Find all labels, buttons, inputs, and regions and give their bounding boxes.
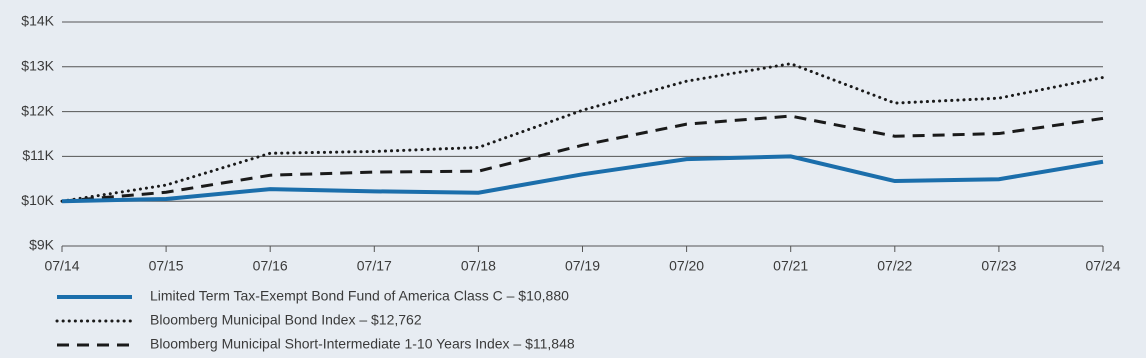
x-tick-label: 07/17 bbox=[357, 258, 392, 274]
x-tick-label: 07/22 bbox=[877, 258, 912, 274]
legend-label: Bloomberg Municipal Bond Index – $12,762 bbox=[150, 312, 422, 328]
x-tick-label: 07/14 bbox=[44, 258, 79, 274]
series-line bbox=[60, 62, 1105, 203]
y-tick-label: $14K bbox=[21, 13, 54, 29]
y-tick-label: $12K bbox=[21, 102, 54, 118]
y-tick-label: $9K bbox=[29, 237, 55, 253]
x-tick-label: 07/24 bbox=[1085, 258, 1120, 274]
x-tick-label: 07/16 bbox=[253, 258, 288, 274]
x-tick-label: 07/18 bbox=[461, 258, 496, 274]
legend-label: Bloomberg Municipal Short-Intermediate 1… bbox=[150, 336, 575, 352]
y-tick-label: $10K bbox=[21, 192, 54, 208]
legend-label: Limited Term Tax-Exempt Bond Fund of Ame… bbox=[150, 288, 569, 304]
x-tick-label: 07/20 bbox=[669, 258, 704, 274]
x-tick-label: 07/19 bbox=[565, 258, 600, 274]
y-tick-label: $13K bbox=[21, 58, 54, 74]
y-tick-label: $11K bbox=[22, 147, 54, 163]
series-line bbox=[61, 154, 1104, 204]
series-line bbox=[61, 114, 1104, 203]
x-tick-label: 07/15 bbox=[149, 258, 184, 274]
x-tick-label: 07/21 bbox=[773, 258, 808, 274]
x-tick-label: 07/23 bbox=[981, 258, 1016, 274]
